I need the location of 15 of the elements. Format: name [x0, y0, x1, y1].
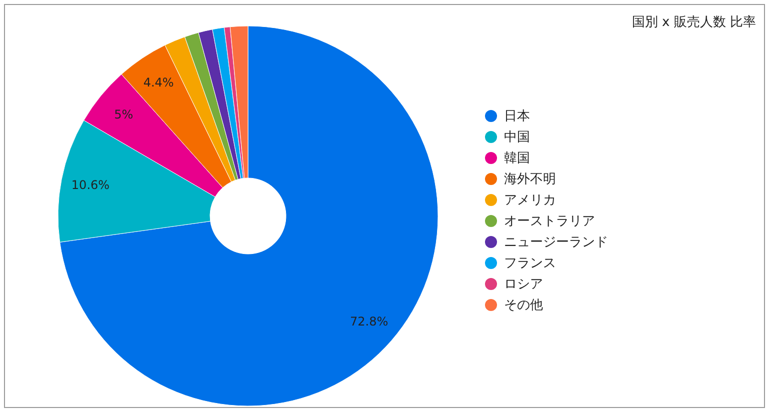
legend-label: アメリカ	[504, 192, 556, 208]
legend-label: ロシア	[504, 276, 543, 292]
legend-label: 中国	[504, 128, 530, 146]
legend-label: 韓国	[504, 150, 530, 166]
data-label: 10.6%	[71, 178, 110, 192]
legend-label: ニュージーランド	[504, 234, 608, 250]
data-label: 72.8%	[350, 314, 388, 328]
data-label: 5%	[114, 107, 134, 122]
legend-label: フランス	[504, 254, 556, 272]
text: 国別 x 販売人数 比率	[632, 14, 756, 31]
legend-label: その他	[504, 296, 543, 314]
legend-label: 海外不明	[504, 170, 556, 188]
legend-label: オーストラリア	[504, 212, 595, 230]
legend-label: 日本	[504, 108, 530, 124]
data-label: 4.4%	[143, 76, 174, 90]
